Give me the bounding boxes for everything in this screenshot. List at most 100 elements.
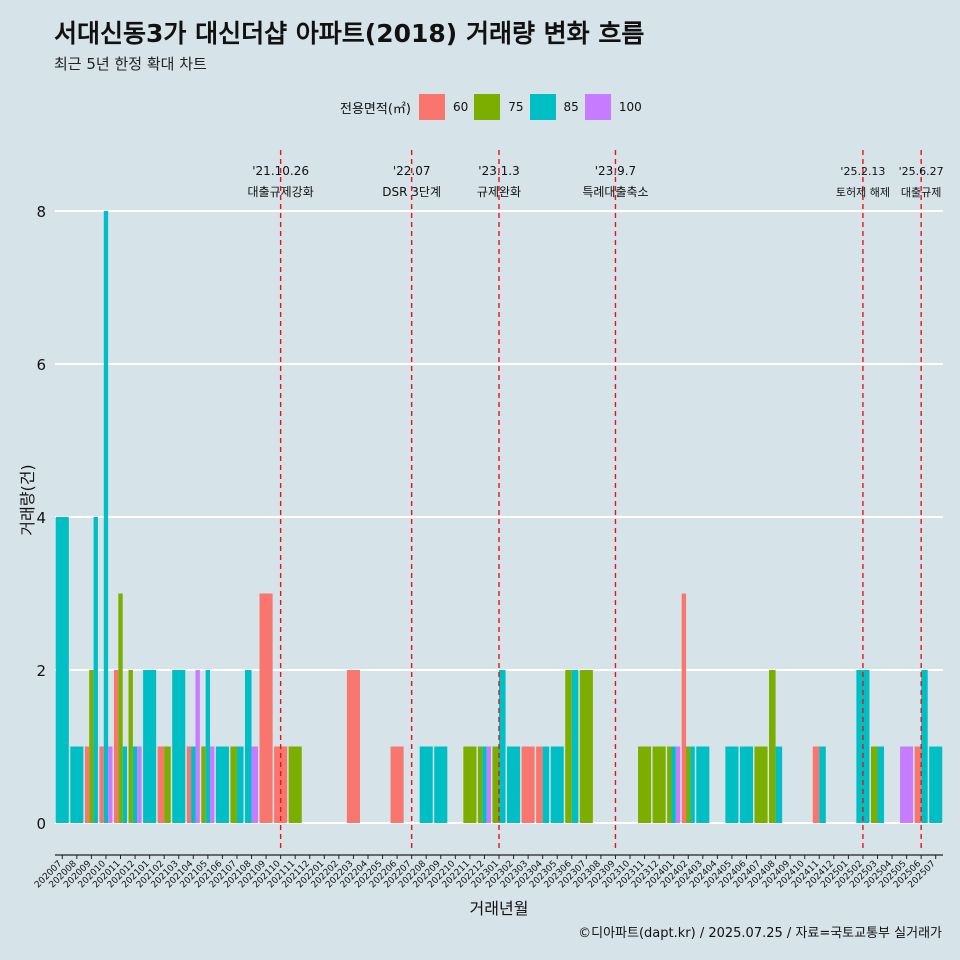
legend-item-75: 75 — [474, 94, 524, 120]
bar-202105-100 — [210, 746, 215, 823]
bar-202104-85 — [191, 746, 196, 823]
bar-202506-85 — [921, 670, 928, 823]
bar-202306-85 — [571, 670, 579, 823]
legend: 전용면적(㎡) 60 75 85 100 — [340, 94, 648, 120]
bar-202111-75 — [288, 746, 302, 823]
legend-label-60: 60 — [452, 100, 469, 114]
bar-202212-85 — [482, 746, 487, 823]
bar-202304-85 — [542, 746, 550, 823]
bar-202411-60 — [812, 746, 820, 823]
bar-202104-60 — [186, 746, 192, 823]
legend-title: 전용면적(㎡) — [340, 101, 411, 117]
legend-swatch-100 — [584, 94, 611, 120]
bar-202108-100 — [251, 746, 259, 823]
event-date-label: '21.10.26 — [252, 164, 309, 178]
legend-swatch-60 — [418, 94, 445, 120]
bar-202503-75 — [870, 746, 878, 823]
bar-202405-85 — [725, 746, 739, 823]
bar-202408-75 — [769, 670, 776, 823]
y-tick-label: 0 — [36, 815, 46, 833]
bar-202010-85 — [103, 211, 109, 823]
bar-202009-60 — [84, 746, 90, 823]
bar-202012-75 — [128, 670, 133, 823]
event-label: 대출규제 — [901, 186, 941, 199]
bar-202301-75 — [492, 746, 499, 823]
bar-202212-100 — [486, 746, 491, 823]
legend-item-60: 60 — [418, 94, 469, 120]
legend-item-85: 85 — [529, 94, 579, 120]
bar-202304-60 — [536, 746, 543, 823]
bar-202403-85 — [696, 746, 710, 823]
y-tick-label: 2 — [36, 662, 46, 680]
y-tick-label: 6 — [36, 356, 46, 374]
event-date-label: '25.6.27 — [899, 165, 944, 178]
event-label: DSR 3단계 — [382, 185, 441, 199]
bar-202206-60 — [390, 746, 404, 823]
bar-202107-75 — [230, 746, 237, 823]
bar-202101-85 — [143, 670, 157, 823]
bar-202011-85 — [122, 746, 128, 823]
bar-202211-75 — [463, 746, 477, 823]
bar-202106-85 — [215, 746, 229, 823]
bar-202303-60 — [521, 746, 535, 823]
bar-202109-60 — [259, 593, 273, 823]
bar-202209-85 — [434, 746, 448, 823]
bar-202401-75 — [667, 746, 672, 823]
bar-202305-85 — [550, 746, 564, 823]
bar-202503-85 — [877, 746, 885, 823]
bar-202105-85 — [205, 670, 211, 823]
bar-202012-100 — [137, 746, 142, 823]
bar-202301-85 — [499, 670, 506, 823]
bar-202406-85 — [739, 746, 754, 823]
event-label: 특례대출축소 — [582, 185, 648, 199]
bar-202312-75 — [652, 746, 666, 823]
y-tick-label: 8 — [36, 203, 46, 221]
bar-202408-85 — [775, 746, 783, 823]
bar-202104-100 — [195, 670, 200, 823]
bar-202401-85 — [671, 746, 676, 823]
bar-202401-100 — [675, 746, 681, 823]
bar-202212-75 — [477, 746, 483, 823]
event-label: 토허제 해제 — [836, 185, 890, 199]
bar-202105-75 — [201, 746, 206, 823]
bar-202108-85 — [244, 670, 252, 823]
bar-202307-75 — [579, 670, 593, 823]
bar-202306-75 — [565, 670, 572, 823]
event-label: 대출규제강화 — [248, 185, 314, 199]
x-axis-title: 거래년월 — [470, 899, 529, 918]
legend-swatch-85 — [529, 94, 556, 120]
bar-202302-85 — [507, 746, 521, 823]
bar-202402-75 — [686, 746, 691, 823]
bar-202012-85 — [132, 746, 138, 823]
bar-202008-85 — [70, 746, 84, 823]
event-date-label: '25.2.13 — [840, 165, 885, 178]
bar-202203-60 — [346, 670, 360, 823]
chart-subtitle: 최근 5년 한정 확대 차트 — [54, 55, 207, 73]
bar-202311-75 — [638, 746, 652, 823]
legend-label-75: 75 — [508, 100, 524, 114]
chart-title: 서대신동3가 대신더샵 아파트(2018) 거래량 변화 흐름 — [54, 19, 645, 48]
bar-202011-60 — [113, 670, 119, 823]
bar-202102-60 — [157, 746, 165, 823]
y-tick-label: 4 — [36, 509, 46, 527]
bar-202103-85 — [172, 670, 186, 823]
bar-202107-85 — [236, 746, 244, 823]
bar-202402-85 — [690, 746, 695, 823]
bar-202007-85 — [55, 517, 69, 823]
bar-202402-60 — [681, 593, 687, 823]
bar-202505-100 — [900, 746, 914, 823]
bar-202411-85 — [819, 746, 826, 823]
bar-202208-85 — [419, 746, 433, 823]
event-date-label: '22.07 — [393, 164, 431, 178]
chart-caption: ©디아파트(dapt.kr) / 2025.07.25 / 자료=국토교통부 실… — [578, 926, 942, 941]
bar-202010-60 — [99, 746, 104, 823]
event-date-label: '23.9.7 — [595, 164, 636, 178]
bar-202102-75 — [164, 746, 171, 823]
legend-swatch-75 — [474, 94, 501, 120]
legend-label-100: 100 — [618, 100, 642, 114]
bar-202011-75 — [118, 593, 123, 823]
bar-202506-60 — [914, 746, 922, 823]
bar-202507-85 — [929, 746, 943, 823]
y-axis-title: 거래량(건) — [18, 464, 37, 535]
bar-202010-100 — [108, 746, 113, 823]
